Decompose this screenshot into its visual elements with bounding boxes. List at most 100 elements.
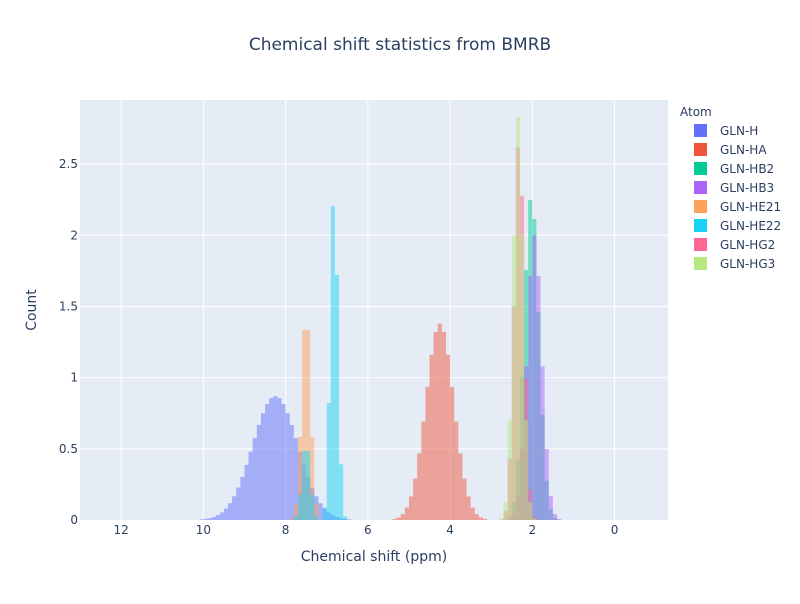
- histogram-bar: [445, 354, 451, 520]
- histogram-bar: [334, 274, 340, 520]
- legend-item-gln-he21[interactable]: GLN-HE21: [694, 200, 781, 214]
- y-tick-label: 2.5: [59, 157, 78, 171]
- legend-item-gln-he22[interactable]: GLN-HE22: [694, 219, 781, 233]
- histogram-bar: [458, 453, 463, 520]
- histogram-bar: [293, 504, 298, 520]
- histogram-bar: [297, 436, 303, 520]
- histogram-bar: [207, 518, 212, 520]
- y-tick-label: 1.5: [59, 299, 78, 313]
- histogram-bar: [310, 494, 315, 520]
- legend: Atom GLN-HGLN-HAGLN-HB2GLN-HB3GLN-HE21GL…: [680, 105, 781, 271]
- histogram-bar: [524, 419, 529, 520]
- legend-item-gln-ha[interactable]: GLN-HA: [694, 143, 767, 157]
- histogram-bar: [433, 331, 438, 520]
- histogram-bar: [462, 478, 467, 520]
- histogram-bar: [548, 495, 553, 520]
- histogram-bar: [232, 496, 237, 520]
- histogram-bar: [450, 386, 455, 520]
- histogram-bar: [314, 504, 319, 520]
- histogram-bar: [318, 519, 323, 520]
- histogram-bar: [228, 503, 233, 520]
- histogram-bar: [211, 516, 216, 520]
- histogram-bar: [306, 450, 311, 520]
- histogram-bar: [244, 464, 249, 520]
- histogram-bar: [297, 494, 303, 520]
- histogram-bar: [256, 424, 261, 520]
- histogram-bar: [511, 235, 516, 520]
- legend-item-gln-h[interactable]: GLN-H: [694, 124, 758, 138]
- histogram-bar: [532, 516, 537, 520]
- histogram-bar: [474, 514, 479, 520]
- histogram-bar: [236, 487, 241, 520]
- histogram-bar: [343, 516, 348, 520]
- legend-item-gln-hb3[interactable]: GLN-HB3: [694, 181, 774, 195]
- series-gln-hg3: [499, 117, 537, 520]
- histogram-bar: [544, 448, 549, 520]
- histogram-bar: [203, 518, 208, 520]
- histogram-bar: [318, 518, 323, 520]
- legend-swatch: [694, 162, 707, 175]
- histogram-bar: [252, 438, 257, 520]
- series-gln-he22: [293, 206, 348, 520]
- legend-label: GLN-H: [720, 124, 758, 138]
- x-tick-label: 12: [113, 523, 128, 537]
- x-tick-label: 2: [528, 523, 536, 537]
- chart-title: Chemical shift statistics from BMRB: [249, 35, 551, 55]
- histogram-bar: [413, 478, 418, 520]
- histogram-bar: [499, 518, 504, 520]
- x-tick-label: 0: [611, 523, 619, 537]
- histogram-bar: [396, 517, 401, 520]
- histogram-bar: [532, 235, 537, 520]
- histogram-bars: [199, 117, 562, 521]
- histogram-bar: [285, 413, 290, 520]
- histogram-bar: [260, 413, 266, 520]
- histogram-bar: [302, 450, 307, 520]
- histogram-bar: [265, 404, 270, 520]
- plot-background: [80, 100, 668, 520]
- histogram-bar: [437, 323, 442, 520]
- x-tick-label: 8: [282, 523, 290, 537]
- histogram-bar: [515, 117, 520, 520]
- legend-label: GLN-HG3: [720, 257, 775, 271]
- histogram-bar: [421, 421, 426, 520]
- histogram-bar: [429, 354, 434, 520]
- histogram-bar: [306, 329, 311, 520]
- x-axis-ticks: 12 10 8 6 4 2 0: [113, 523, 618, 537]
- histogram-bar: [215, 515, 220, 520]
- histogram-bar: [273, 396, 278, 520]
- histogram-bar: [503, 502, 508, 520]
- legend-item-gln-hg3[interactable]: GLN-HG3: [694, 257, 775, 271]
- legend-label: GLN-HE21: [720, 200, 781, 214]
- x-tick-label: 6: [364, 523, 372, 537]
- histogram-bar: [302, 329, 307, 520]
- histogram-bar: [219, 512, 224, 520]
- legend-item-gln-hg2[interactable]: GLN-HG2: [694, 238, 775, 252]
- histogram-bar: [289, 424, 294, 520]
- y-tick-label: 0.5: [59, 442, 78, 456]
- histogram-bar: [248, 451, 253, 520]
- x-tick-label: 10: [196, 523, 211, 537]
- histogram-bar: [507, 419, 512, 520]
- histogram-bar: [441, 331, 446, 520]
- legend-item-gln-hb2[interactable]: GLN-HB2: [694, 162, 774, 176]
- histogram-bar: [466, 496, 471, 520]
- histogram-bar: [519, 235, 525, 520]
- histogram-bar: [269, 398, 274, 520]
- histogram-bar: [400, 514, 405, 520]
- x-axis-title: Chemical shift (ppm): [301, 549, 447, 565]
- histogram-bar: [223, 508, 229, 520]
- histogram-bar: [404, 507, 409, 520]
- histogram-bar: [552, 513, 557, 520]
- histogram-bar: [470, 507, 475, 520]
- series-gln-he21: [289, 329, 323, 520]
- legend-label: GLN-HB3: [720, 181, 774, 195]
- legend-swatch: [694, 219, 707, 232]
- histogram-bar: [293, 438, 298, 520]
- histogram-bar: [330, 206, 335, 520]
- legend-label: GLN-HB2: [720, 162, 774, 176]
- histogram-bar: [425, 386, 430, 520]
- legend-swatch: [694, 143, 707, 156]
- legend-label: GLN-HE22: [720, 219, 781, 233]
- histogram-bar: [314, 516, 319, 520]
